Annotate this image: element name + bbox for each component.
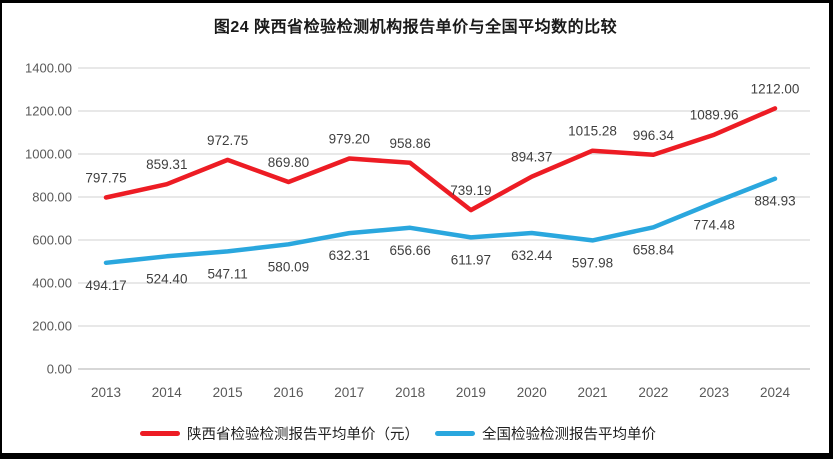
legend-label-national: 全国检验检测报告平均单价 bbox=[482, 427, 656, 443]
x-axis-tick-label: 2020 bbox=[517, 385, 547, 400]
x-axis-tick-label: 2017 bbox=[334, 385, 364, 400]
data-label: 869.80 bbox=[268, 155, 309, 170]
x-axis-tick-label: 2018 bbox=[395, 385, 425, 400]
data-label: 884.93 bbox=[754, 194, 795, 209]
chart-title: 图24 陕西省检验检测机构报告单价与全国平均数的比较 bbox=[213, 19, 618, 36]
data-label: 632.44 bbox=[511, 248, 553, 263]
data-label: 797.75 bbox=[85, 170, 126, 185]
data-label: 958.86 bbox=[389, 136, 430, 151]
x-axis-tick-label: 2016 bbox=[273, 385, 303, 400]
data-label: 972.75 bbox=[207, 133, 248, 148]
x-axis-tick-label: 2014 bbox=[152, 385, 183, 400]
legend-item-national: 全国检验检测报告平均单价 bbox=[435, 423, 656, 444]
data-label: 894.37 bbox=[511, 150, 552, 165]
data-label: 656.66 bbox=[389, 243, 430, 258]
legend-item-shaanxi: 陕西省检验检测报告平均单价（元） bbox=[140, 423, 419, 444]
y-axis-tick-label: 1200.00 bbox=[25, 104, 72, 119]
y-axis-tick-label: 800.00 bbox=[32, 190, 72, 205]
data-label: 979.20 bbox=[329, 131, 370, 146]
y-axis-tick-label: 400.00 bbox=[32, 276, 72, 291]
data-label: 996.34 bbox=[633, 128, 675, 143]
data-label: 597.98 bbox=[572, 255, 613, 270]
x-axis-tick-label: 2023 bbox=[699, 385, 729, 400]
data-label: 524.40 bbox=[146, 271, 187, 286]
x-axis-tick-label: 2019 bbox=[456, 385, 486, 400]
data-label: 739.19 bbox=[450, 183, 491, 198]
data-label: 611.97 bbox=[451, 252, 491, 267]
data-label: 859.31 bbox=[146, 157, 187, 172]
series-line-1 bbox=[103, 176, 778, 266]
x-axis-tick-label: 2022 bbox=[638, 385, 668, 400]
y-axis-tick-label: 1400.00 bbox=[25, 61, 72, 76]
legend-swatch-blue-line bbox=[435, 431, 475, 436]
data-label: 1212.00 bbox=[751, 81, 800, 96]
x-axis-tick-label: 2013 bbox=[91, 385, 121, 400]
data-label: 774.48 bbox=[694, 217, 735, 232]
data-label: 632.31 bbox=[329, 248, 370, 263]
x-axis-tick-label: 2021 bbox=[578, 385, 608, 400]
y-axis-tick-label: 200.00 bbox=[32, 319, 72, 334]
data-label: 1015.28 bbox=[568, 124, 617, 139]
data-label: 1089.96 bbox=[690, 108, 739, 123]
y-axis-tick-label: 0.00 bbox=[47, 362, 72, 377]
x-axis-tick-label: 2015 bbox=[213, 385, 243, 400]
data-label: 547.11 bbox=[207, 266, 247, 281]
series-line-0 bbox=[103, 106, 778, 213]
data-label: 494.17 bbox=[85, 278, 126, 293]
legend-swatch-red-line bbox=[140, 431, 180, 436]
y-axis-tick-label: 600.00 bbox=[32, 233, 72, 248]
line-chart-canvas: 0.00 200.00 400.00 600.00 800.00 1000.00 1200.… bbox=[25, 61, 810, 400]
data-label: 580.09 bbox=[268, 259, 309, 274]
x-axis-tick-label: 2024 bbox=[760, 385, 791, 400]
data-label: 658.84 bbox=[633, 242, 675, 257]
legend-label-shaanxi: 陕西省检验检测报告平均单价（元） bbox=[187, 427, 419, 443]
y-axis-tick-label: 1000.00 bbox=[25, 147, 72, 162]
chart-legend: 陕西省检验检测报告平均单价（元） 全国检验检测报告平均单价 bbox=[140, 423, 656, 444]
